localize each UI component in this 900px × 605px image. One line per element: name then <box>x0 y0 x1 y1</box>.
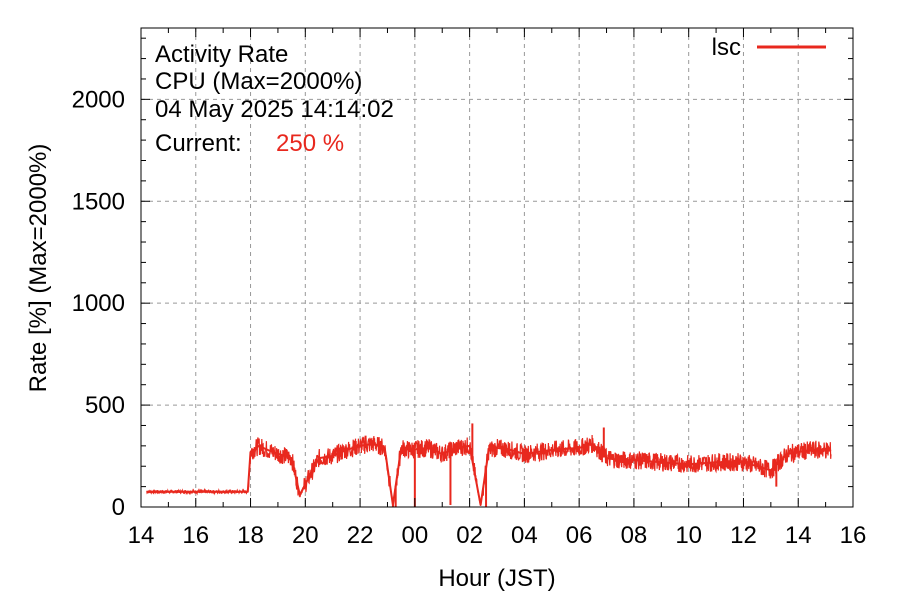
y-tick-label: 2000 <box>72 86 125 113</box>
series-layer <box>146 423 832 507</box>
title-line-1: Activity Rate <box>155 41 288 68</box>
x-tick-label: 02 <box>456 522 483 549</box>
y-tick-label: 1000 <box>72 290 125 317</box>
y-tick-label: 500 <box>85 392 125 419</box>
x-tick-label: 00 <box>401 522 428 549</box>
x-tick-label: 16 <box>182 522 209 549</box>
grid <box>141 28 853 507</box>
y-tick-label: 0 <box>112 494 125 521</box>
x-tick-label: 08 <box>621 522 648 549</box>
x-axis-label: Hour (JST) <box>438 565 555 592</box>
x-tick-label: 14 <box>785 522 812 549</box>
current-value: 250 % <box>276 130 344 157</box>
x-tick-label: 04 <box>511 522 538 549</box>
y-tick-label: 1500 <box>72 188 125 215</box>
x-tick-label: 14 <box>128 522 155 549</box>
x-tick-label: 16 <box>840 522 867 549</box>
x-tick-label: 12 <box>730 522 757 549</box>
y-axis-label: Rate [%] (Max=2000%) <box>25 144 52 393</box>
current-label: Current: <box>155 130 242 157</box>
x-tick-label: 22 <box>347 522 374 549</box>
x-tick-label: 06 <box>566 522 593 549</box>
x-tick-label: 10 <box>675 522 702 549</box>
x-tick-label: 20 <box>292 522 319 549</box>
series-noise-lsc <box>146 434 832 506</box>
x-tick-label: 18 <box>237 522 264 549</box>
title-line-2: CPU (Max=2000%) <box>155 68 362 95</box>
legend-label: lsc <box>712 34 741 61</box>
tick-marks <box>140 28 854 508</box>
tick-labels: 14 16 18 20 22 00 02 04 06 08 10 12 14 16 0 500 1000 1500… <box>72 86 867 549</box>
title-line-3: 04 May 2025 14:14:02 <box>155 96 394 123</box>
